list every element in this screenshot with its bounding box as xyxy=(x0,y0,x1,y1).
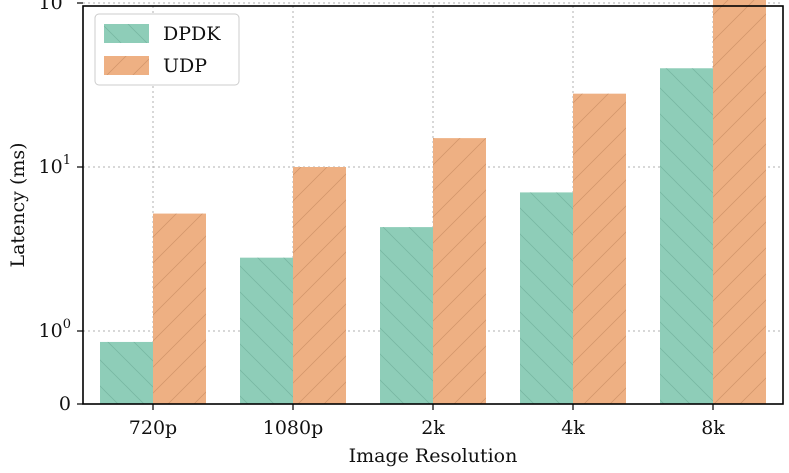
y-tick-label: 101 xyxy=(39,153,71,178)
x-tick-label: 8k xyxy=(701,417,725,439)
bar-hatch-dpdk-8k xyxy=(660,68,713,405)
x-axis-ticks: 720p 1080p 2k 4k 8k xyxy=(129,404,725,439)
y-axis-title: Latency (ms) xyxy=(7,142,29,267)
x-tick-label: 1080p xyxy=(263,417,324,439)
y-tick-label: 0 xyxy=(59,393,71,415)
legend-hatch-dpdk xyxy=(104,24,149,43)
bar-hatch-udp-1080p xyxy=(293,167,346,404)
y-axis-ticks: 0 100 101 102 xyxy=(39,0,83,415)
legend: DPDK UDP xyxy=(94,13,240,86)
bar-hatch-dpdk-2k xyxy=(380,227,433,404)
x-tick-label: 2k xyxy=(421,417,445,439)
y-tick-label: 100 xyxy=(39,317,71,342)
bar-hatch-dpdk-4k xyxy=(520,192,573,404)
bar-hatch-udp-8k xyxy=(713,0,766,404)
bar-hatch-dpdk-720p xyxy=(100,341,153,404)
bar-hatch-dpdk-1080p xyxy=(240,257,293,404)
bar-hatch-udp-2k xyxy=(433,138,486,404)
legend-hatch-udp xyxy=(104,56,149,75)
x-tick-label: 720p xyxy=(129,417,177,439)
bars xyxy=(100,0,766,405)
legend-label-dpdk: DPDK xyxy=(163,23,221,45)
bar-hatch-udp-4k xyxy=(573,93,626,405)
legend-label-udp: UDP xyxy=(163,55,207,77)
bar-hatch-udp-720p xyxy=(153,213,206,404)
y-tick-label: 102 xyxy=(39,0,71,14)
x-axis-title: Image Resolution xyxy=(349,445,518,467)
x-tick-label: 4k xyxy=(561,417,585,439)
